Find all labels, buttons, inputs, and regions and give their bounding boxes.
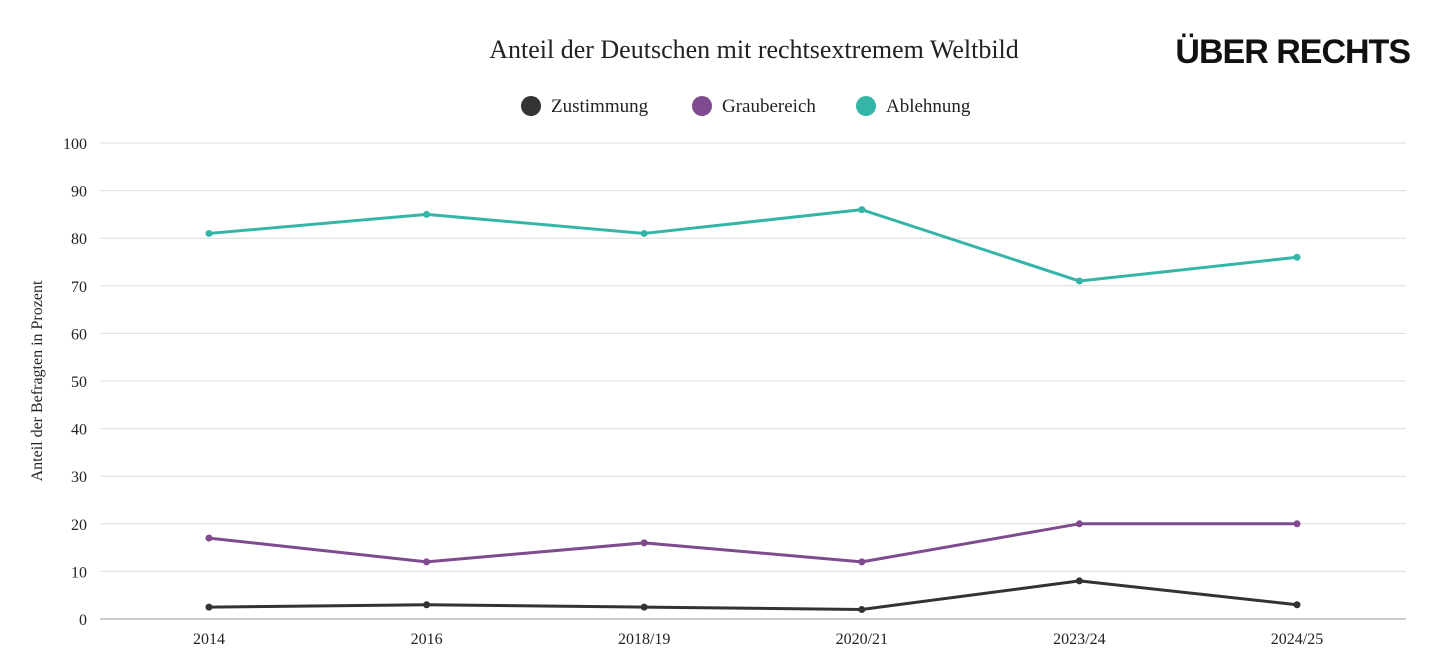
series-line	[208, 579, 1298, 611]
legend: Zustimmung Graubereich Ablehnung	[521, 96, 971, 117]
data-point	[205, 603, 213, 611]
data-point	[423, 210, 431, 218]
y-tick-label: 20	[71, 517, 87, 534]
chart-title: Anteil der Deutschen mit rechtsextremem …	[489, 35, 1019, 64]
series-zustimmung	[205, 577, 1301, 613]
x-tick-label: 2014	[193, 631, 225, 648]
data-point	[858, 206, 866, 214]
data-point	[423, 601, 431, 609]
y-tick-label: 100	[63, 136, 87, 153]
data-point	[1293, 253, 1301, 261]
y-axis-label: Anteil der Befragten in Prozent	[29, 280, 46, 481]
x-tick-label: 2023/24	[1053, 631, 1105, 648]
data-point	[1075, 577, 1083, 585]
data-point	[1293, 601, 1301, 609]
y-tick-label: 90	[71, 184, 87, 201]
y-axis: 0 10 20 30 40 50 60 70 80 90 100	[63, 136, 87, 629]
x-axis: 2014 2016 2018/19 2020/21 2023/24 2024/25	[193, 631, 1323, 648]
y-tick-label: 10	[71, 564, 87, 581]
data-point	[640, 229, 648, 237]
legend-marker-graubereich	[692, 96, 712, 116]
series-line	[208, 208, 1298, 283]
x-tick-label: 2024/25	[1271, 631, 1323, 648]
legend-label-ablehnung: Ablehnung	[886, 96, 971, 117]
legend-marker-zustimmung	[521, 96, 541, 116]
x-tick-label: 2018/19	[618, 631, 670, 648]
legend-label-graubereich: Graubereich	[722, 96, 816, 117]
grid	[100, 142, 1406, 620]
data-point	[205, 534, 213, 542]
series-graubereich	[205, 520, 1301, 566]
y-tick-label: 50	[71, 374, 87, 391]
data-point	[640, 539, 648, 547]
x-tick-label: 2016	[411, 631, 443, 648]
data-point	[858, 605, 866, 613]
data-point	[1075, 277, 1083, 285]
data-point	[423, 558, 431, 566]
data-point	[205, 229, 213, 237]
y-tick-label: 60	[71, 326, 87, 343]
y-tick-label: 40	[71, 422, 87, 439]
series-group	[205, 206, 1301, 613]
legend-label-zustimmung: Zustimmung	[551, 96, 649, 117]
data-point	[1075, 520, 1083, 528]
legend-marker-ablehnung	[856, 96, 876, 116]
series-line	[208, 522, 1297, 564]
series-ablehnung	[205, 206, 1301, 285]
data-point	[640, 603, 648, 611]
data-point	[858, 558, 866, 566]
data-point	[1293, 520, 1301, 528]
brand-logo: ÜBER RECHTS	[1175, 33, 1410, 71]
y-tick-label: 30	[71, 469, 87, 486]
y-tick-label: 0	[79, 612, 87, 629]
x-tick-label: 2020/21	[836, 631, 888, 648]
y-tick-label: 80	[71, 231, 87, 248]
y-tick-label: 70	[71, 279, 87, 296]
